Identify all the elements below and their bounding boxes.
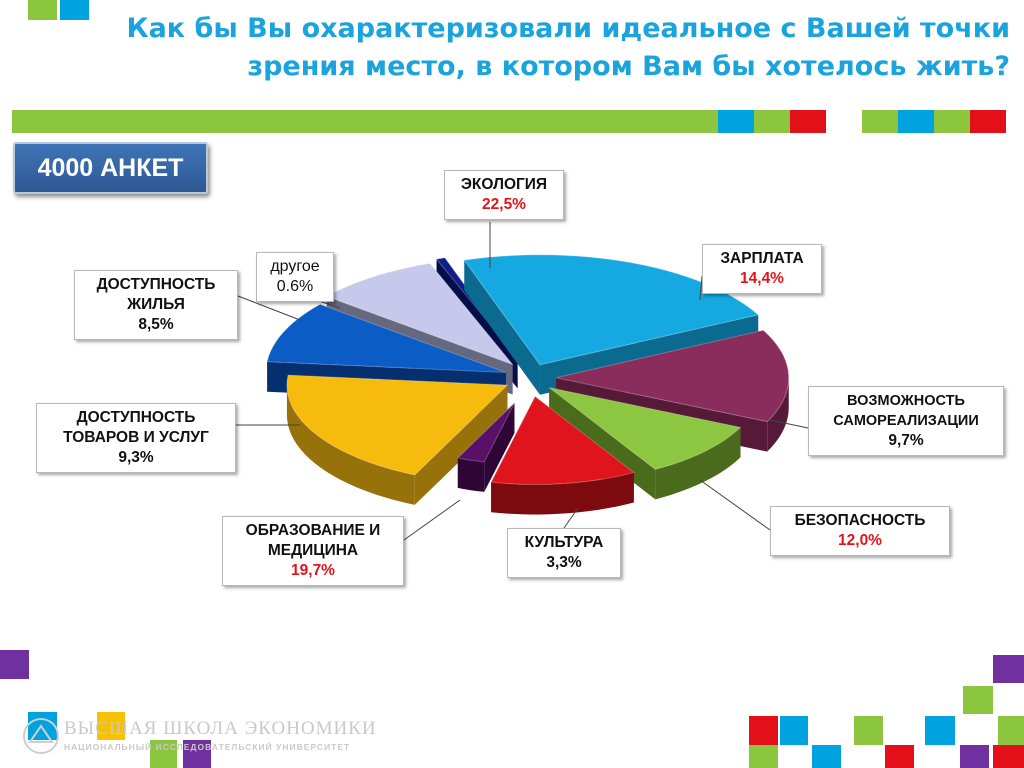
data-label-value: 19,7% — [291, 562, 335, 579]
leader-line — [403, 499, 461, 541]
data-label-value: 14,4% — [740, 270, 784, 287]
logo-emblem-icon — [23, 718, 59, 754]
deco-square — [183, 740, 211, 768]
university-logo: ВЫСШАЯ ШКОЛА ЭКОНОМИКИ НАЦИОНАЛЬНЫЙ ИССЛ… — [22, 712, 376, 762]
deco-square — [0, 650, 29, 679]
data-label-value: 9,3% — [118, 449, 154, 466]
logo-text-line2: НАЦИОНАЛЬНЫЙ ИССЛЕДОВАТЕЛЬСКИЙ УНИВЕРСИТ… — [64, 742, 351, 752]
data-label-category: ЗАРПЛАТА — [720, 250, 804, 267]
data-label-category: ДОСТУПНОСТЬ ТОВАРОВ И УСЛУГ — [63, 409, 209, 446]
deco-square — [28, 0, 57, 20]
leader-line — [769, 419, 809, 429]
deco-square — [925, 716, 955, 745]
deco-square — [854, 716, 883, 745]
deco-square — [993, 655, 1024, 683]
data-label: БЕЗОПАСНОСТЬ 12,0% — [770, 506, 950, 556]
title-bar — [12, 110, 1006, 133]
data-label-value: 9,7% — [888, 432, 924, 449]
deco-square — [28, 712, 57, 740]
data-label-value: 3,3% — [546, 554, 582, 571]
data-label-category: КУЛЬТУРА — [524, 534, 604, 551]
data-label-category: другое — [270, 258, 320, 275]
data-label: КУЛЬТУРА 3,3% — [507, 528, 621, 578]
data-label: ВОЗМОЖНОСТЬ САМОРЕАЛИЗАЦИИ 9,7% — [808, 386, 1004, 456]
data-label: ОБРАЗОВАНИЕ И МЕДИЦИНА 19,7% — [222, 516, 404, 586]
logo-text-line1: ВЫСШАЯ ШКОЛА ЭКОНОМИКИ — [64, 718, 377, 739]
data-label: ДОСТУПНОСТЬ ТОВАРОВ И УСЛУГ 9,3% — [36, 403, 236, 473]
data-label-category: ЭКОЛОГИЯ — [460, 176, 548, 193]
deco-square — [963, 686, 993, 714]
data-label: ЗАРПЛАТА 14,4% — [702, 244, 822, 294]
slide-title: Как бы Вы охарактеризовали идеальное с В… — [126, 13, 1011, 82]
deco-square — [960, 745, 989, 768]
deco-square — [150, 740, 177, 768]
leader-line — [699, 275, 703, 301]
leader-line — [563, 507, 579, 529]
data-label-category: ВОЗМОЖНОСТЬ САМОРЕАЛИЗАЦИИ — [833, 393, 979, 429]
pie-slice-3 — [490, 395, 635, 515]
deco-square — [749, 716, 778, 745]
deco-square — [998, 716, 1024, 745]
data-label-category: ДОСТУПНОСТЬ ЖИЛЬЯ — [96, 276, 216, 313]
data-label-category: ОБРАЗОВАНИЕ И МЕДИЦИНА — [245, 522, 381, 559]
survey-count-badge: 4000 АНКЕТ — [13, 142, 208, 194]
deco-square — [812, 745, 841, 768]
data-label-value: 22,5% — [482, 196, 526, 213]
deco-square — [60, 0, 89, 20]
pie-slice-4 — [456, 402, 515, 492]
deco-square — [749, 745, 778, 768]
leader-line — [699, 479, 771, 531]
deco-square — [97, 712, 125, 740]
pie-slice-2 — [548, 387, 742, 500]
deco-square — [780, 716, 808, 745]
data-label-value: 8,5% — [138, 316, 174, 333]
data-label: другое 0.6% — [256, 252, 334, 302]
data-label-value: 12,0% — [838, 532, 882, 549]
leader-line — [237, 295, 301, 321]
deco-square — [993, 745, 1024, 768]
data-label: ЭКОЛОГИЯ 22,5% — [444, 170, 564, 220]
data-label: ДОСТУПНОСТЬ ЖИЛЬЯ 8,5% — [74, 270, 238, 340]
pie-slice-5 — [286, 374, 509, 505]
data-label-category: БЕЗОПАСНОСТЬ — [794, 512, 926, 529]
data-label-value: 0.6% — [276, 278, 314, 295]
deco-square — [885, 745, 914, 768]
